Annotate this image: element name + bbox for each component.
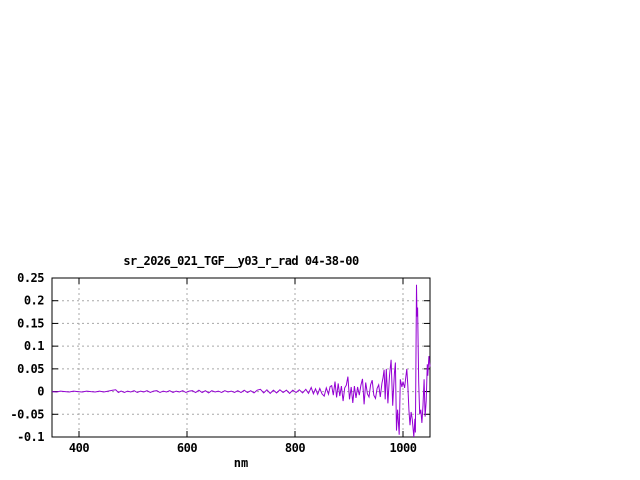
data-line: [51, 284, 431, 438]
x-axis-label: nm: [233, 456, 249, 470]
x-tick-label: 400: [69, 441, 89, 455]
plot-border: [51, 277, 431, 438]
y-tick-label: 0.15: [17, 316, 44, 330]
y-tick-label: 0.05: [17, 362, 44, 376]
y-tick-label: -0.05: [10, 407, 44, 421]
x-tick-label: 1000: [390, 441, 417, 455]
y-tick-label: 0: [37, 385, 44, 399]
y-tick-label: 0.1: [24, 339, 44, 353]
x-tick-label: 600: [177, 441, 197, 455]
x-tick-label: 800: [285, 441, 305, 455]
y-tick-label: 0.25: [17, 271, 44, 285]
y-tick-label: 0.2: [24, 294, 44, 308]
y-tick-label: -0.1: [17, 430, 44, 444]
chart-title: sr_2026_021_TGF__y03_r_rad 04-38-00: [123, 254, 359, 268]
